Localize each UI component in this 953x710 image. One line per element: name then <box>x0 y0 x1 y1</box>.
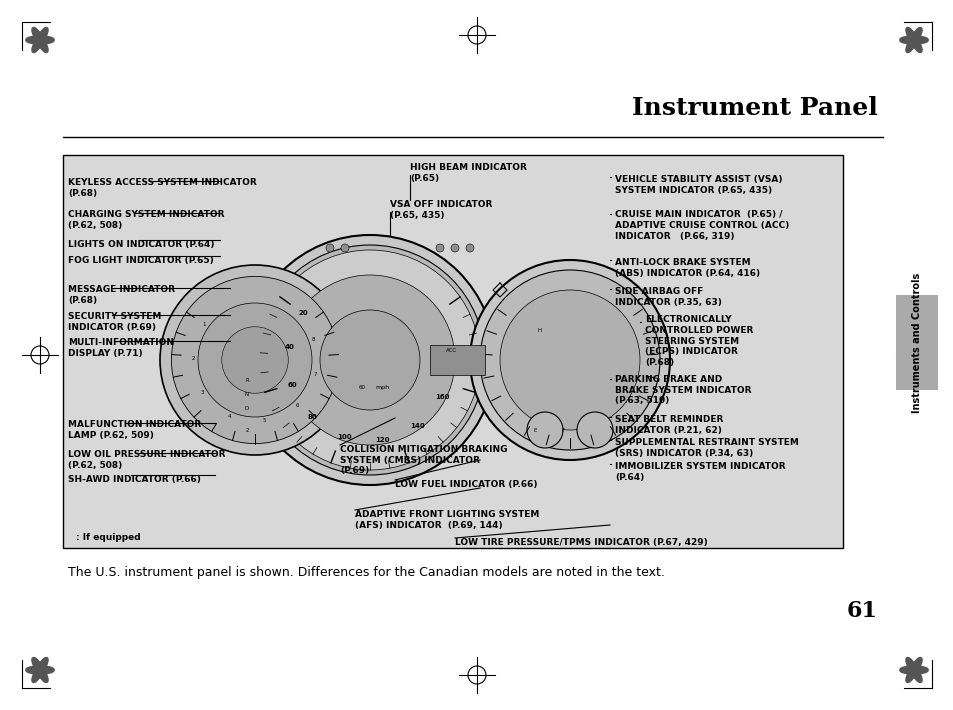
Text: 60: 60 <box>288 382 297 388</box>
Circle shape <box>577 412 613 448</box>
Text: KEYLESS ACCESS SYSTEM INDICATOR
(P.68): KEYLESS ACCESS SYSTEM INDICATOR (P.68) <box>68 178 256 198</box>
Polygon shape <box>26 28 54 53</box>
Circle shape <box>319 310 419 410</box>
Text: LOW OIL PRESSURE INDICATOR
(P.62, 508): LOW OIL PRESSURE INDICATOR (P.62, 508) <box>68 450 225 470</box>
Text: 160: 160 <box>435 394 449 400</box>
Text: 7: 7 <box>313 373 316 378</box>
Circle shape <box>436 244 443 252</box>
Text: MALFUNCTION INDICATOR
LAMP (P.62, 509): MALFUNCTION INDICATOR LAMP (P.62, 509) <box>68 420 201 439</box>
Text: H: H <box>537 327 541 332</box>
Text: IMMOBILIZER SYSTEM INDICATOR
(P.64): IMMOBILIZER SYSTEM INDICATOR (P.64) <box>615 462 785 482</box>
Circle shape <box>470 260 669 460</box>
Text: mph: mph <box>375 385 389 390</box>
Text: 120: 120 <box>375 437 390 443</box>
Circle shape <box>254 245 484 475</box>
Circle shape <box>326 244 334 252</box>
Text: VEHICLE STABILITY ASSIST (VSA)
SYSTEM INDICATOR (P.65, 435): VEHICLE STABILITY ASSIST (VSA) SYSTEM IN… <box>615 175 781 195</box>
Bar <box>430 345 484 375</box>
Text: 80: 80 <box>308 415 317 420</box>
Text: D: D <box>245 405 249 410</box>
Circle shape <box>340 244 349 252</box>
Text: ACC: ACC <box>445 347 456 352</box>
Circle shape <box>260 250 479 470</box>
Bar <box>63 155 842 548</box>
Text: COLLISION MITIGATION BRAKING
SYSTEM (CMBS) INDICATOR
(P.69): COLLISION MITIGATION BRAKING SYSTEM (CMB… <box>339 445 507 476</box>
Text: SECURITY SYSTEM
INDICATOR (P.69): SECURITY SYSTEM INDICATOR (P.69) <box>68 312 161 332</box>
Circle shape <box>221 327 288 393</box>
Text: FOG LIGHT INDICATOR (P.65): FOG LIGHT INDICATOR (P.65) <box>68 256 213 265</box>
Text: CHARGING SYSTEM INDICATOR
(P.62, 508): CHARGING SYSTEM INDICATOR (P.62, 508) <box>68 210 224 230</box>
Text: Instrument Panel: Instrument Panel <box>632 96 877 120</box>
Circle shape <box>160 265 350 455</box>
Text: CRUISE MAIN INDICATOR  (P.65) /
ADAPTIVE CRUISE CONTROL (ACC)
INDICATOR   (P.66,: CRUISE MAIN INDICATOR (P.65) / ADAPTIVE … <box>615 210 788 241</box>
Text: 2: 2 <box>192 356 194 361</box>
Text: 61: 61 <box>846 600 877 622</box>
Polygon shape <box>26 657 54 682</box>
Text: The U.S. instrument panel is shown. Differences for the Canadian models are note: The U.S. instrument panel is shown. Diff… <box>68 566 664 579</box>
Text: VSA OFF INDICATOR
(P.65, 435): VSA OFF INDICATOR (P.65, 435) <box>390 200 492 220</box>
Text: MULTI-INFORMATION
DISPLAY (P.71): MULTI-INFORMATION DISPLAY (P.71) <box>68 338 173 358</box>
Text: HIGH BEAM INDICATOR
(P.65): HIGH BEAM INDICATOR (P.65) <box>410 163 526 182</box>
Text: ANTI-LOCK BRAKE SYSTEM
(ABS) INDICATOR (P.64, 416): ANTI-LOCK BRAKE SYSTEM (ABS) INDICATOR (… <box>615 258 760 278</box>
Text: 4: 4 <box>228 414 232 419</box>
Text: : If equipped: : If equipped <box>76 533 140 542</box>
Text: 6: 6 <box>295 403 298 408</box>
Text: Instruments and Controls: Instruments and Controls <box>911 273 921 413</box>
Text: ELECTRONICALLY
CONTROLLED POWER
STEERING SYSTEM
(ECPS) INDICATOR
(P.68): ELECTRONICALLY CONTROLLED POWER STEERING… <box>644 315 753 367</box>
Text: 3: 3 <box>201 391 204 395</box>
Bar <box>895 295 937 390</box>
Text: 5: 5 <box>263 418 266 423</box>
Circle shape <box>465 244 474 252</box>
Circle shape <box>198 303 312 417</box>
Circle shape <box>172 276 338 444</box>
Text: F: F <box>561 427 564 432</box>
Text: 8: 8 <box>312 337 314 342</box>
Circle shape <box>451 244 458 252</box>
Text: 140: 140 <box>410 422 425 429</box>
Text: 60: 60 <box>358 385 365 390</box>
Circle shape <box>499 290 639 430</box>
Text: SH-AWD INDICATOR (P.66): SH-AWD INDICATOR (P.66) <box>68 475 201 484</box>
Text: R: R <box>245 378 249 383</box>
Text: LOW FUEL INDICATOR (P.66): LOW FUEL INDICATOR (P.66) <box>395 480 537 489</box>
Circle shape <box>479 270 659 450</box>
Text: 20: 20 <box>298 310 308 317</box>
Text: 2: 2 <box>245 427 249 432</box>
Text: ADAPTIVE FRONT LIGHTING SYSTEM
(AFS) INDICATOR  (P.69, 144): ADAPTIVE FRONT LIGHTING SYSTEM (AFS) IND… <box>355 510 538 530</box>
Circle shape <box>526 412 562 448</box>
Text: SIDE AIRBAG OFF
INDICATOR (P.35, 63): SIDE AIRBAG OFF INDICATOR (P.35, 63) <box>615 287 721 307</box>
Text: LIGHTS ON INDICATOR (P.64): LIGHTS ON INDICATOR (P.64) <box>68 240 214 249</box>
Text: 40: 40 <box>285 344 294 350</box>
Polygon shape <box>899 28 927 53</box>
Text: PARKING BRAKE AND
BRAKE SYSTEM INDICATOR
(P.63, 510): PARKING BRAKE AND BRAKE SYSTEM INDICATOR… <box>615 375 751 405</box>
Text: SUPPLEMENTAL RESTRAINT SYSTEM
(SRS) INDICATOR (P.34, 63): SUPPLEMENTAL RESTRAINT SYSTEM (SRS) INDI… <box>615 438 798 458</box>
Circle shape <box>285 275 455 445</box>
Text: MESSAGE INDICATOR
(P.68): MESSAGE INDICATOR (P.68) <box>68 285 174 305</box>
Text: 1: 1 <box>202 322 206 327</box>
Text: LOW TIRE PRESSURE/TPMS INDICATOR (P.67, 429): LOW TIRE PRESSURE/TPMS INDICATOR (P.67, … <box>455 538 707 547</box>
Text: N: N <box>245 391 249 396</box>
Text: SEAT BELT REMINDER
INDICATOR (P.21, 62): SEAT BELT REMINDER INDICATOR (P.21, 62) <box>615 415 722 435</box>
Text: E: E <box>533 427 537 432</box>
Text: 100: 100 <box>337 435 352 440</box>
Circle shape <box>245 235 495 485</box>
Polygon shape <box>899 657 927 682</box>
